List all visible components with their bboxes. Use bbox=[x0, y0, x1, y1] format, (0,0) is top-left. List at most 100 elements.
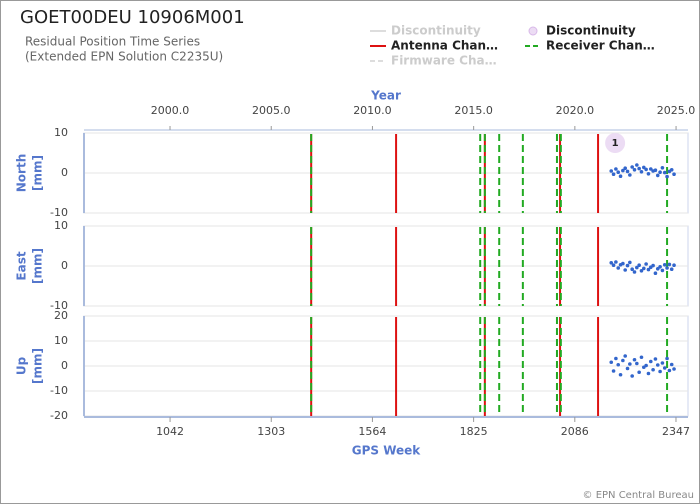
y-axis-title: North bbox=[15, 154, 29, 192]
y-tick-label: 10 bbox=[54, 334, 68, 347]
data-point bbox=[623, 268, 627, 272]
x-tick-label: 1042 bbox=[156, 425, 184, 438]
top-tick-label: 2000.0 bbox=[151, 104, 190, 117]
data-point bbox=[630, 267, 634, 272]
data-point bbox=[648, 359, 653, 364]
data-point bbox=[658, 265, 662, 269]
data-point bbox=[660, 361, 665, 365]
data-point bbox=[623, 354, 627, 358]
data-point bbox=[616, 362, 621, 367]
x-tick-label: 1825 bbox=[460, 425, 488, 438]
discontinuity-label: 1 bbox=[612, 138, 619, 149]
legend-label: Receiver Chan… bbox=[546, 39, 655, 53]
data-point bbox=[637, 166, 641, 171]
data-point bbox=[651, 367, 655, 372]
data-point bbox=[646, 267, 651, 272]
y-axis-unit: [mm] bbox=[31, 248, 45, 284]
data-point bbox=[639, 170, 644, 174]
data-point bbox=[665, 174, 669, 179]
data-point bbox=[611, 263, 616, 268]
data-point bbox=[632, 168, 637, 172]
data-point bbox=[665, 266, 669, 270]
data-point bbox=[632, 270, 637, 274]
data-point bbox=[653, 168, 658, 172]
data-point bbox=[669, 362, 674, 367]
data-point bbox=[614, 260, 618, 264]
data-point bbox=[611, 369, 616, 373]
data-point bbox=[625, 169, 630, 174]
data-point bbox=[609, 169, 614, 173]
data-point bbox=[635, 265, 639, 270]
y-tick-label: 0 bbox=[61, 359, 68, 372]
y-tick-label: 0 bbox=[61, 166, 68, 179]
y-tick-label: 20 bbox=[54, 309, 68, 322]
top-axis-title: Year bbox=[370, 89, 401, 103]
top-tick-label: 2025.0 bbox=[657, 104, 696, 117]
data-point bbox=[628, 260, 632, 265]
data-point bbox=[669, 168, 674, 172]
data-point bbox=[660, 166, 665, 170]
top-tick-label: 2020.0 bbox=[556, 104, 595, 117]
y-axis-unit: [mm] bbox=[31, 348, 45, 384]
y-tick-label: -20 bbox=[50, 409, 68, 422]
data-point bbox=[621, 261, 625, 266]
top-tick-label: 2005.0 bbox=[252, 104, 291, 117]
data-point bbox=[642, 266, 646, 271]
x-axis-title: GPS Week bbox=[352, 444, 422, 458]
data-point bbox=[642, 165, 646, 170]
top-tick-label: 2015.0 bbox=[454, 104, 493, 117]
data-point bbox=[630, 374, 634, 378]
data-point bbox=[611, 172, 616, 176]
discontinuity-marker bbox=[605, 133, 626, 153]
data-point bbox=[669, 267, 674, 272]
x-tick-label: 1303 bbox=[257, 425, 285, 438]
data-point bbox=[621, 358, 625, 363]
subtitle: Residual Position Time Series bbox=[25, 35, 200, 49]
credit: © EPN Central Bureau bbox=[583, 490, 694, 501]
data-point bbox=[655, 267, 660, 271]
data-point bbox=[635, 361, 639, 366]
legend-label: Discontinuity bbox=[391, 24, 481, 38]
data-point bbox=[655, 363, 660, 367]
y-tick-label: -10 bbox=[50, 299, 68, 312]
data-point bbox=[616, 170, 621, 174]
legend-label: Firmware Cha… bbox=[391, 54, 497, 68]
data-point bbox=[648, 167, 653, 171]
legend-swatch bbox=[528, 26, 538, 36]
data-point bbox=[644, 167, 648, 172]
data-point bbox=[623, 166, 627, 170]
data-point bbox=[653, 357, 658, 361]
data-point bbox=[658, 369, 662, 374]
data-point bbox=[658, 170, 662, 174]
data-point bbox=[628, 173, 632, 177]
data-point bbox=[662, 170, 667, 175]
data-point bbox=[609, 261, 614, 265]
data-point bbox=[625, 263, 630, 268]
y-axis-title: East bbox=[15, 251, 29, 280]
x-tick-label: 2086 bbox=[561, 425, 589, 438]
y-tick-label: 0 bbox=[61, 259, 68, 272]
data-point bbox=[662, 366, 667, 370]
legend-label: Discontinuity bbox=[546, 24, 636, 38]
data-point bbox=[625, 366, 630, 371]
data-point bbox=[639, 355, 644, 360]
y-axis-unit: [mm] bbox=[31, 155, 45, 191]
data-point bbox=[660, 268, 665, 273]
data-point bbox=[667, 262, 672, 267]
data-point bbox=[646, 172, 651, 176]
data-point bbox=[655, 173, 660, 178]
y-tick-label: 10 bbox=[54, 219, 68, 232]
data-point bbox=[646, 371, 651, 376]
data-point bbox=[621, 168, 625, 173]
data-point bbox=[609, 360, 614, 365]
legend-label: Antenna Chan… bbox=[391, 39, 498, 53]
data-point bbox=[628, 362, 632, 366]
data-point bbox=[635, 163, 639, 167]
data-point bbox=[639, 269, 644, 273]
data-point bbox=[672, 367, 676, 371]
chart-title: GOET00DEU 10906M001 bbox=[20, 7, 245, 28]
data-point bbox=[614, 167, 618, 171]
data-point bbox=[667, 368, 672, 373]
top-tick-label: 2010.0 bbox=[353, 104, 392, 117]
